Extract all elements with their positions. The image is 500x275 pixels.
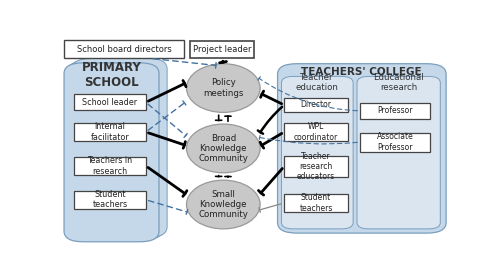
FancyBboxPatch shape (284, 194, 348, 212)
FancyBboxPatch shape (360, 133, 430, 152)
FancyBboxPatch shape (357, 76, 440, 229)
FancyBboxPatch shape (278, 64, 446, 233)
Text: Associate
Professor: Associate Professor (376, 132, 414, 152)
Text: Director: Director (300, 100, 332, 109)
Ellipse shape (186, 180, 260, 229)
FancyBboxPatch shape (72, 58, 167, 237)
Ellipse shape (186, 124, 260, 173)
Text: Small
Knowledge
Community: Small Knowledge Community (198, 190, 248, 219)
Text: Professor: Professor (377, 106, 412, 115)
FancyBboxPatch shape (190, 42, 254, 58)
FancyBboxPatch shape (74, 191, 146, 209)
FancyBboxPatch shape (67, 61, 162, 240)
FancyBboxPatch shape (64, 40, 184, 58)
Text: Teacher
education: Teacher education (296, 73, 339, 92)
Text: Student
teachers: Student teachers (92, 190, 128, 210)
Text: PRIMARY
SCHOOL: PRIMARY SCHOOL (82, 61, 142, 89)
Text: Teachers in
research: Teachers in research (88, 156, 132, 175)
FancyBboxPatch shape (74, 123, 146, 141)
FancyBboxPatch shape (70, 60, 164, 239)
FancyBboxPatch shape (74, 157, 146, 175)
FancyBboxPatch shape (282, 76, 353, 229)
Text: Broad
Knowledge
Community: Broad Knowledge Community (198, 133, 248, 163)
Text: School leader: School leader (82, 98, 138, 107)
FancyBboxPatch shape (74, 94, 146, 110)
Text: Educational
research: Educational research (373, 73, 424, 92)
Ellipse shape (186, 64, 260, 112)
FancyBboxPatch shape (284, 123, 348, 141)
Text: Policy
meetings: Policy meetings (203, 78, 243, 98)
Text: Internal
facilitator: Internal facilitator (90, 122, 130, 142)
Text: Student
teachers: Student teachers (300, 193, 333, 213)
Text: WPL
coordinator: WPL coordinator (294, 122, 338, 142)
Text: School board directors: School board directors (76, 45, 172, 54)
Text: Project leader: Project leader (193, 45, 252, 54)
FancyBboxPatch shape (284, 98, 348, 112)
FancyBboxPatch shape (284, 156, 348, 177)
Text: Teacher
research
educators: Teacher research educators (297, 152, 335, 181)
FancyBboxPatch shape (360, 103, 430, 119)
FancyBboxPatch shape (64, 63, 159, 242)
Text: TEACHERS' COLLEGE: TEACHERS' COLLEGE (302, 67, 422, 77)
